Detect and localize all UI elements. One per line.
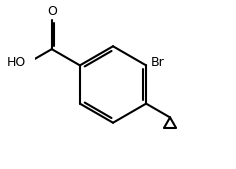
Text: HO: HO [7,56,26,69]
Text: O: O [47,5,57,18]
Text: Br: Br [150,56,164,69]
